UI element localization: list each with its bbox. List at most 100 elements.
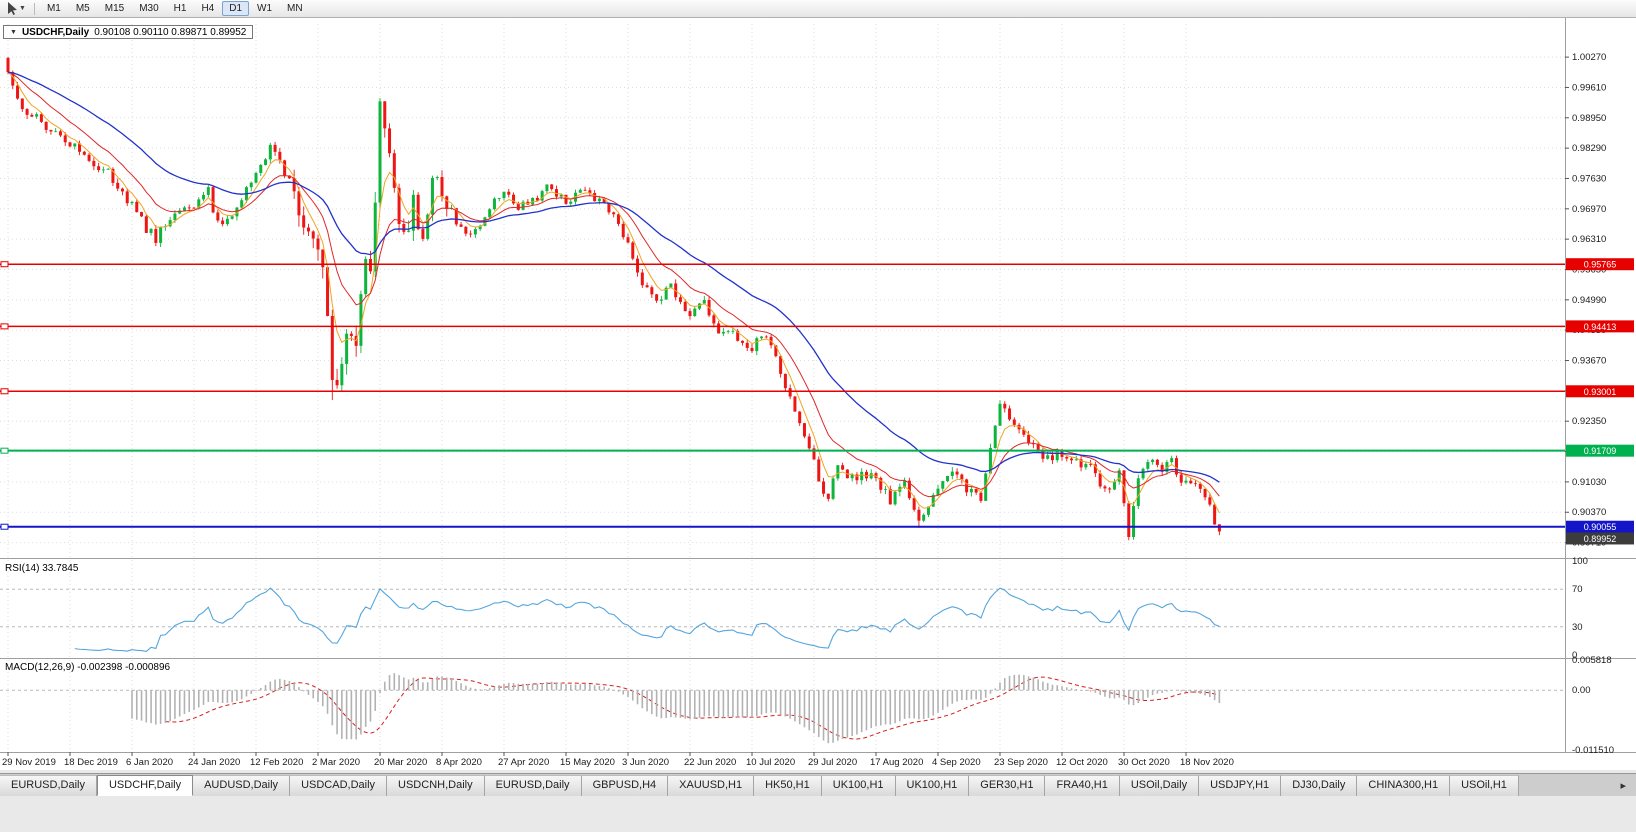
price-badge-0.90055: 0.90055 [1566, 520, 1634, 533]
svg-text:8 Apr 2020: 8 Apr 2020 [436, 757, 482, 768]
svg-text:1.00270: 1.00270 [1572, 52, 1606, 63]
tab-gbpusd-h4[interactable]: GBPUSD,H4 [581, 775, 669, 796]
chart-tabs: EURUSD,Daily USDCHF,Daily AUDUSD,Daily USDC… [0, 775, 1519, 796]
dropdown-caret-icon: ▼ [19, 5, 26, 12]
tab-usdchf-daily[interactable]: USDCHF,Daily [96, 775, 194, 796]
ma-slow-line [7, 71, 1220, 483]
timeframe-h4-button[interactable]: H4 [201, 3, 215, 14]
svg-text:2 Mar 2020: 2 Mar 2020 [312, 757, 360, 768]
chart-title-box[interactable]: ▼ USDCHF,Daily 0.90108 0.90110 0.89871 0… [3, 25, 254, 39]
tab-ger30-h1[interactable]: GER30,H1 [969, 775, 1046, 796]
timeframe-mn-button[interactable]: MN [287, 3, 303, 14]
svg-text:18 Nov 2020: 18 Nov 2020 [1180, 757, 1234, 768]
price-badge-0.93001: 0.93001 [1566, 385, 1634, 398]
tab-usoil-daily[interactable]: USOil,Daily [1119, 775, 1200, 796]
svg-text:18 Dec 2019: 18 Dec 2019 [64, 757, 118, 768]
tab-scroll-right-button[interactable]: ▸ [1620, 780, 1626, 792]
cursor-arrow-icon [8, 2, 17, 15]
timeframe-m1-button[interactable]: M1 [46, 3, 61, 14]
level-line-0.95765[interactable] [0, 261, 1565, 268]
level-line-0.94413[interactable] [0, 323, 1565, 330]
tab-eurusd-daily[interactable]: EURUSD,Daily [484, 775, 582, 796]
svg-text:0.96970: 0.96970 [1572, 204, 1606, 215]
level-line-0.91709[interactable] [0, 447, 1565, 454]
svg-text:6 Jan 2020: 6 Jan 2020 [126, 757, 173, 768]
tab-xauusd-h1[interactable]: XAUUSD,H1 [668, 775, 755, 796]
price-badge-0.91709: 0.91709 [1566, 444, 1634, 457]
chart-ohlc-values: 0.90108 0.90110 0.89871 0.89952 [94, 26, 247, 38]
svg-text:0.98950: 0.98950 [1572, 113, 1606, 124]
level-line-0.93001[interactable] [0, 388, 1565, 395]
macd-current-values: -0.002398 -0.000896 [77, 662, 171, 673]
level-handle[interactable] [0, 261, 9, 268]
chart-region: 1.00270 0.99610 0.98950 0.98290 0.97630 0.969… [0, 18, 1636, 770]
tab-dj30-daily[interactable]: DJ30,Daily [1281, 775, 1358, 796]
macd-panel [0, 676, 1565, 740]
level-handle[interactable] [0, 523, 9, 530]
svg-text:27 Apr 2020: 27 Apr 2020 [498, 757, 549, 768]
svg-text:23 Sep 2020: 23 Sep 2020 [994, 757, 1048, 768]
svg-text:30: 30 [1572, 622, 1583, 633]
price-badge-0.95765: 0.95765 [1566, 258, 1634, 271]
candlestick-series [6, 57, 1221, 541]
grid-lines [0, 24, 1565, 750]
timeframe-m30-button[interactable]: M30 [139, 3, 159, 14]
level-handle[interactable] [0, 323, 9, 330]
svg-text:0.94413: 0.94413 [1584, 322, 1617, 332]
svg-text:0.91030: 0.91030 [1572, 477, 1606, 488]
rsi-name: RSI(14) [5, 563, 40, 574]
tab-audusd-daily[interactable]: AUDUSD,Daily [193, 775, 291, 796]
svg-text:0.89952: 0.89952 [1584, 534, 1617, 544]
tab-uk100-h1[interactable]: UK100,H1 [821, 775, 896, 796]
timeframe-toolbar: M1 M5 M15 M30 H1 H4 D1 W1 MN [40, 1, 310, 16]
tab-usdcnh-daily[interactable]: USDCNH,Daily [387, 775, 485, 796]
moving-averages [7, 71, 1220, 514]
timeframe-m5-button[interactable]: M5 [75, 3, 90, 14]
svg-text:0.90370: 0.90370 [1572, 507, 1606, 518]
level-handle[interactable] [0, 388, 9, 395]
svg-text:70: 70 [1572, 584, 1583, 595]
svg-text:29 Jul 2020: 29 Jul 2020 [808, 757, 857, 768]
svg-text:0: 0 [1572, 650, 1577, 661]
timeframe-m15-button[interactable]: M15 [104, 3, 125, 14]
level-handle[interactable] [0, 447, 9, 454]
tab-fra40-h1[interactable]: FRA40,H1 [1045, 775, 1120, 796]
timeframe-h1-button[interactable]: H1 [173, 3, 187, 14]
svg-text:12 Oct 2020: 12 Oct 2020 [1056, 757, 1108, 768]
chart-symbol-label: USDCHF,Daily [21, 26, 90, 38]
svg-text:24 Jan 2020: 24 Jan 2020 [188, 757, 240, 768]
collapse-triangle-icon: ▼ [10, 28, 17, 36]
price-axis[interactable]: 1.00270 0.99610 0.98950 0.98290 0.97630 0.969… [1565, 52, 1614, 756]
svg-text:0.92350: 0.92350 [1572, 416, 1606, 427]
level-line-0.90055[interactable] [0, 523, 1565, 530]
tab-uk100-h1[interactable]: UK100,H1 [895, 775, 970, 796]
svg-text:22 Jun 2020: 22 Jun 2020 [684, 757, 736, 768]
rsi-indicator-label: RSI(14) 33.7845 [5, 563, 78, 574]
svg-text:100: 100 [1572, 556, 1588, 567]
svg-text:10 Jul 2020: 10 Jul 2020 [746, 757, 795, 768]
cursor-tool-button[interactable]: ▼ [4, 2, 29, 15]
tab-usdcad-daily[interactable]: USDCAD,Daily [290, 775, 388, 796]
svg-text:0.97630: 0.97630 [1572, 173, 1606, 184]
macd-name: MACD(12,26,9) [5, 662, 75, 673]
tab-eurusd-daily[interactable]: EURUSD,Daily [0, 775, 97, 796]
timeframe-d1-button[interactable]: D1 [222, 1, 250, 16]
tab-usoil-h1[interactable]: USOil,H1 [1450, 775, 1519, 796]
ma-fast-line [7, 71, 1220, 514]
svg-text:20 Mar 2020: 20 Mar 2020 [374, 757, 427, 768]
tab-china300-h1[interactable]: CHINA300,H1 [1357, 775, 1451, 796]
svg-text:0.00: 0.00 [1572, 685, 1591, 696]
date-axis[interactable]: 29 Nov 2019 18 Dec 2019 6 Jan 2020 24 Jan 2… [2, 752, 1234, 768]
rsi-panel [0, 587, 1565, 652]
tab-usdjpy-h1[interactable]: USDJPY,H1 [1199, 775, 1282, 796]
svg-text:3 Jun 2020: 3 Jun 2020 [622, 757, 669, 768]
timeframe-w1-button[interactable]: W1 [257, 3, 273, 14]
price-chart[interactable]: 1.00270 0.99610 0.98950 0.98290 0.97630 0.969… [0, 18, 1636, 770]
tab-hk50-h1[interactable]: HK50,H1 [754, 775, 822, 796]
svg-text:17 Aug 2020: 17 Aug 2020 [870, 757, 923, 768]
svg-text:0.96310: 0.96310 [1572, 234, 1606, 245]
price-badge-0.94413: 0.94413 [1566, 320, 1634, 333]
macd-histogram [131, 673, 1221, 744]
ma-mid-line [7, 71, 1220, 498]
svg-text:-0.011510: -0.011510 [1572, 745, 1614, 756]
